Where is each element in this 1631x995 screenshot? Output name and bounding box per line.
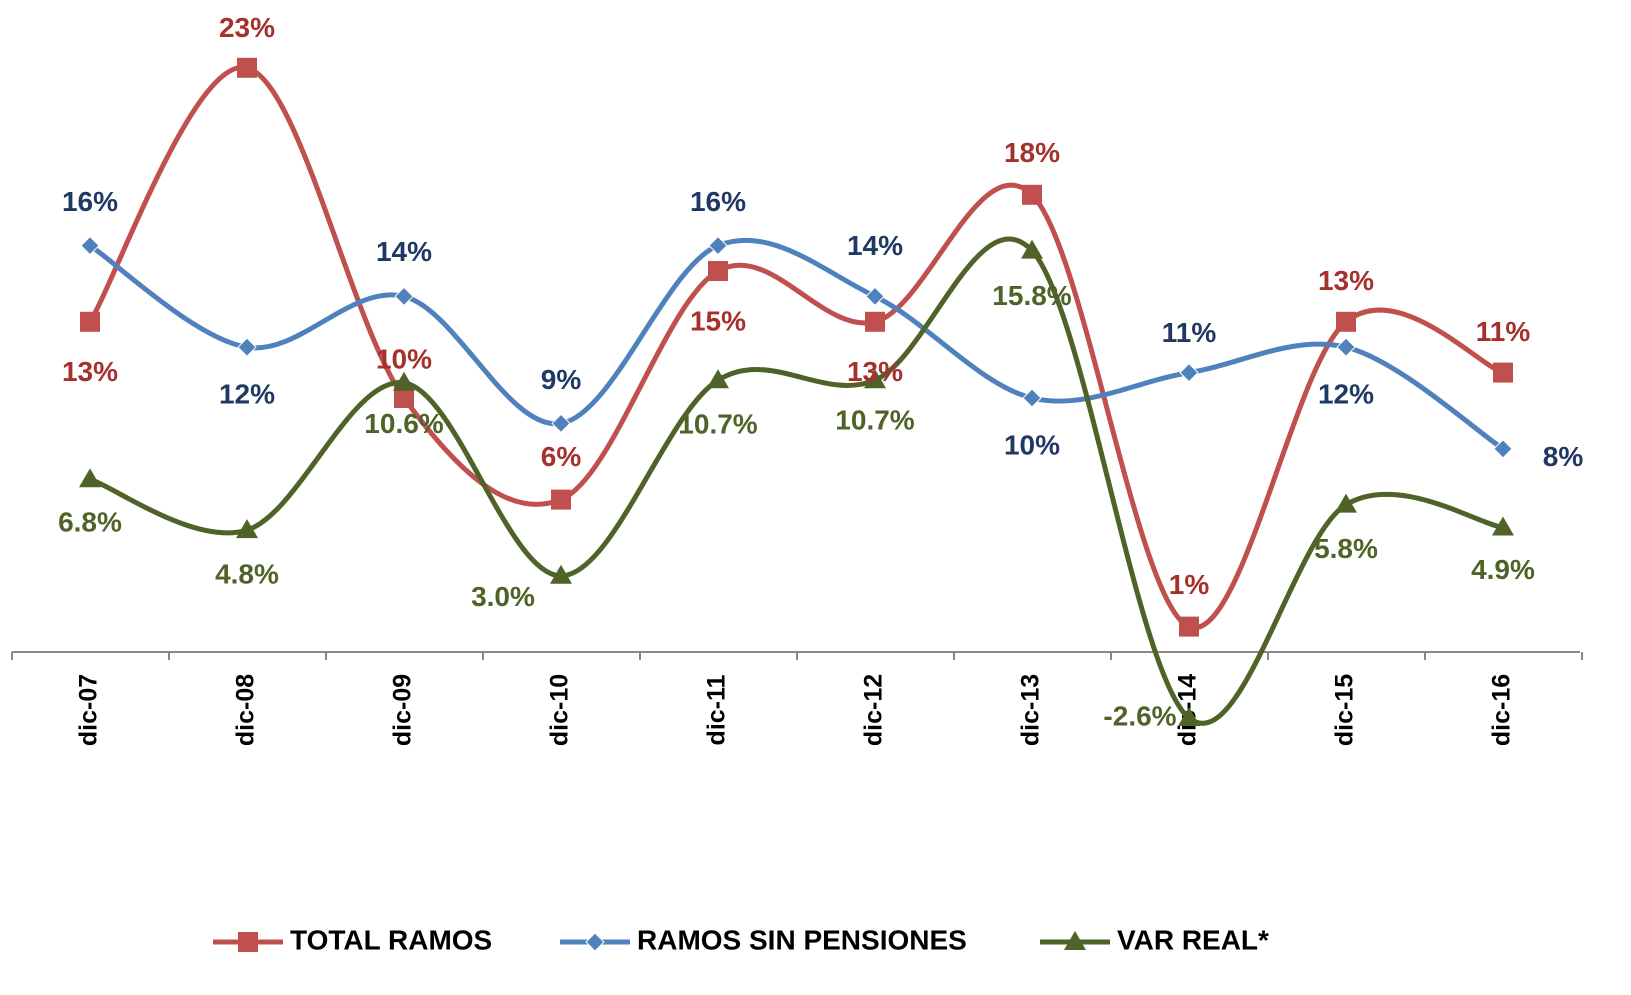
marker xyxy=(865,286,885,307)
data-label: 10.6% xyxy=(364,408,443,439)
marker xyxy=(1336,311,1356,332)
data-label: 16% xyxy=(690,186,746,217)
legend-label: RAMOS SIN PENSIONES xyxy=(637,924,967,955)
data-label: 10.7% xyxy=(678,409,757,440)
marker xyxy=(1335,493,1357,513)
data-label: 16% xyxy=(62,186,118,217)
marker xyxy=(1178,707,1200,727)
marker xyxy=(1492,516,1514,536)
marker xyxy=(1064,931,1086,950)
data-label: 4.9% xyxy=(1471,554,1535,585)
marker xyxy=(1336,337,1356,357)
marker xyxy=(1493,362,1513,383)
marker xyxy=(865,311,885,332)
data-label: 13% xyxy=(847,356,903,387)
x-tick-label: dic-16 xyxy=(1488,674,1516,746)
x-tick-label: dic-13 xyxy=(1017,674,1045,746)
marker xyxy=(1022,184,1042,205)
data-label: 15.8% xyxy=(992,280,1071,311)
data-label: 23% xyxy=(219,12,275,43)
data-label: 18% xyxy=(1004,137,1060,168)
marker xyxy=(80,235,100,256)
data-label: 6.8% xyxy=(58,507,122,538)
data-label: 14% xyxy=(847,230,903,261)
marker xyxy=(551,413,571,434)
marker xyxy=(707,369,729,389)
data-label: -2.6% xyxy=(1103,700,1176,731)
marker xyxy=(708,235,728,256)
marker xyxy=(1021,239,1043,259)
data-label: 13% xyxy=(62,356,118,387)
data-label: 9% xyxy=(541,364,582,395)
data-label: 4.8% xyxy=(215,558,279,589)
data-label: 10% xyxy=(1004,429,1060,460)
marker xyxy=(394,286,414,307)
data-label: 11% xyxy=(1476,316,1531,347)
legend-label: TOTAL RAMOS xyxy=(290,924,492,955)
data-label: 14% xyxy=(376,236,432,267)
data-label: 13% xyxy=(1318,265,1374,296)
x-tick-label: dic-10 xyxy=(546,674,574,746)
data-label: 12% xyxy=(1318,379,1374,410)
data-label: 6% xyxy=(541,441,582,472)
data-label: 1% xyxy=(1169,569,1210,600)
marker xyxy=(79,468,101,488)
marker xyxy=(238,932,258,952)
series-line xyxy=(88,237,1505,451)
marker xyxy=(1179,616,1199,637)
x-tick-label: dic-11 xyxy=(703,674,731,745)
data-label: 10.7% xyxy=(835,405,914,436)
data-label: 12% xyxy=(219,379,275,410)
marker xyxy=(1179,362,1199,383)
marker xyxy=(80,311,100,332)
marker xyxy=(1493,439,1513,459)
x-tick-label: dic-15 xyxy=(1331,674,1359,746)
series-line xyxy=(87,65,1504,631)
legend-label: VAR REAL* xyxy=(1117,924,1269,955)
marker xyxy=(551,489,571,510)
x-tick-label: dic-12 xyxy=(860,674,888,746)
series-line xyxy=(89,236,1504,726)
x-tick-label: dic-08 xyxy=(232,674,260,746)
data-label: 5.8% xyxy=(1314,533,1378,564)
x-tick-label: dic-07 xyxy=(75,674,103,746)
data-label: 11% xyxy=(1162,317,1217,348)
marker xyxy=(585,932,605,952)
marker xyxy=(1022,388,1042,408)
marker xyxy=(550,564,572,584)
marker xyxy=(237,57,257,78)
data-label: 3.0% xyxy=(471,581,535,612)
x-tick-label: dic-09 xyxy=(389,674,417,746)
marker xyxy=(708,261,728,281)
marker xyxy=(237,337,257,357)
marker xyxy=(393,371,415,391)
data-label: 15% xyxy=(690,305,746,336)
marker xyxy=(864,369,886,389)
marker xyxy=(394,388,414,408)
marker xyxy=(236,519,258,539)
data-label: 10% xyxy=(376,343,432,374)
data-label: 8% xyxy=(1543,441,1584,472)
